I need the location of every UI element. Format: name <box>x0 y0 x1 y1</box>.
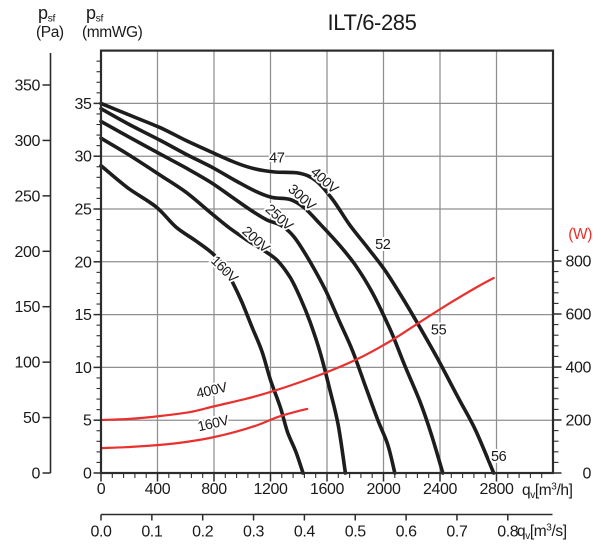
qh-bracket: [m <box>535 482 551 499</box>
qs-close: /s] <box>551 523 566 540</box>
flow-h-tick-label: 1200 <box>254 481 288 498</box>
watt-tick-label: 800 <box>566 254 592 271</box>
grid-layer <box>101 50 553 473</box>
curve-label-pressure-250V: 250V <box>263 201 298 234</box>
pa-tick-label: 0 <box>32 466 41 483</box>
flow-s-axis-unit: qv[m3/s] <box>517 523 567 543</box>
flow-s-tick-label: 0.4 <box>294 524 316 541</box>
sound-level-annotation: 47 <box>269 150 285 166</box>
pa-axis-title: psf <box>38 3 55 25</box>
curve-label-pressure-160V: 160V <box>208 252 242 286</box>
curves-layer <box>99 101 496 475</box>
pa-tick-label: 250 <box>15 188 41 205</box>
watt-tick-label: 400 <box>566 360 592 377</box>
watt-tick-label: 0 <box>583 466 592 483</box>
mmwg-axis-unit: (mmWG) <box>82 24 143 41</box>
pa-tick-label: 50 <box>23 410 40 427</box>
mmwg-tick-label: 20 <box>75 254 92 271</box>
curve-pressure-400V <box>99 101 496 475</box>
flow-h-tick-label: 2800 <box>480 481 514 498</box>
mmwg-tick-label: 25 <box>75 202 92 219</box>
qh-sub: v <box>530 490 535 501</box>
pa-axis-title-sub: sf <box>48 13 56 25</box>
flow-h-tick-label: 2000 <box>367 481 401 498</box>
pa-tick-label: 200 <box>15 244 41 261</box>
flow-s-tick-label: 0.6 <box>396 524 418 541</box>
sound-level-annotation: 52 <box>375 237 391 253</box>
tick-labels-layer: 3503002502001501005003530252015105080060… <box>15 78 592 541</box>
curve-label-power-400V: 400V <box>195 378 230 401</box>
pa-tick-label: 100 <box>15 355 41 372</box>
qs-q: q <box>517 523 525 540</box>
flow-s-tick-label: 0.0 <box>90 524 112 541</box>
curve-pressure-300V <box>99 106 445 475</box>
pa-tick-label: 350 <box>15 78 41 95</box>
flow-s-tick-label: 0.2 <box>192 524 214 541</box>
sound-level-annotation: 55 <box>431 322 447 338</box>
mmwg-axis-title: psf <box>86 3 103 25</box>
pa-axis-title-p: p <box>38 3 48 23</box>
flow-s-tick-label: 0.7 <box>446 524 468 541</box>
chart-title: ILT/6-285 <box>328 10 417 35</box>
watt-tick-label: 600 <box>566 307 592 324</box>
qs-bracket: [m <box>530 523 546 540</box>
qh-sup: 3 <box>551 482 557 493</box>
pa-tick-label: 300 <box>15 133 41 150</box>
flow-s-tick-label: 0.3 <box>243 524 265 541</box>
curve-label-power-160V: 160V <box>196 411 231 434</box>
mmwg-tick-label: 15 <box>75 307 92 324</box>
flow-h-tick-label: 400 <box>145 481 171 498</box>
frame-layer <box>42 49 562 521</box>
flow-h-tick-label: 1600 <box>310 481 344 498</box>
watt-axis-unit: (W) <box>568 226 592 243</box>
sound-level-annotation: 56 <box>491 449 507 465</box>
pa-axis-unit: (Pa) <box>36 24 64 41</box>
curve-pressure-200V <box>99 136 348 475</box>
mmwg-tick-label: 10 <box>75 360 92 377</box>
qh-close: /h] <box>556 482 572 499</box>
mmwg-tick-label: 0 <box>83 466 92 483</box>
mmwg-tick-label: 5 <box>83 413 92 430</box>
watt-tick-label: 200 <box>566 413 592 430</box>
qs-sup: 3 <box>546 523 552 534</box>
flow-s-tick-label: 0.8 <box>497 524 519 541</box>
qh-q: q <box>522 482 530 499</box>
pa-tick-label: 150 <box>15 299 41 316</box>
curve-power-160V <box>99 407 309 450</box>
flow-h-axis-unit: qv[m3/h] <box>522 482 573 502</box>
qs-sub: v <box>525 531 530 542</box>
flow-s-tick-label: 0.5 <box>345 524 367 541</box>
mmwg-tick-label: 35 <box>75 96 92 113</box>
flow-h-tick-label: 0 <box>97 481 106 498</box>
curve-pressure-160V <box>99 163 305 475</box>
flow-h-tick-label: 2400 <box>423 481 457 498</box>
curve-pressure-250V <box>99 119 397 475</box>
mmwg-tick-label: 30 <box>75 149 92 166</box>
flow-s-tick-label: 0.1 <box>141 524 163 541</box>
curve-power-400V <box>99 276 495 422</box>
mmwg-axis-title-sub: sf <box>96 13 104 25</box>
flow-h-tick-label: 800 <box>201 481 227 498</box>
mmwg-axis-title-p: p <box>86 3 96 23</box>
